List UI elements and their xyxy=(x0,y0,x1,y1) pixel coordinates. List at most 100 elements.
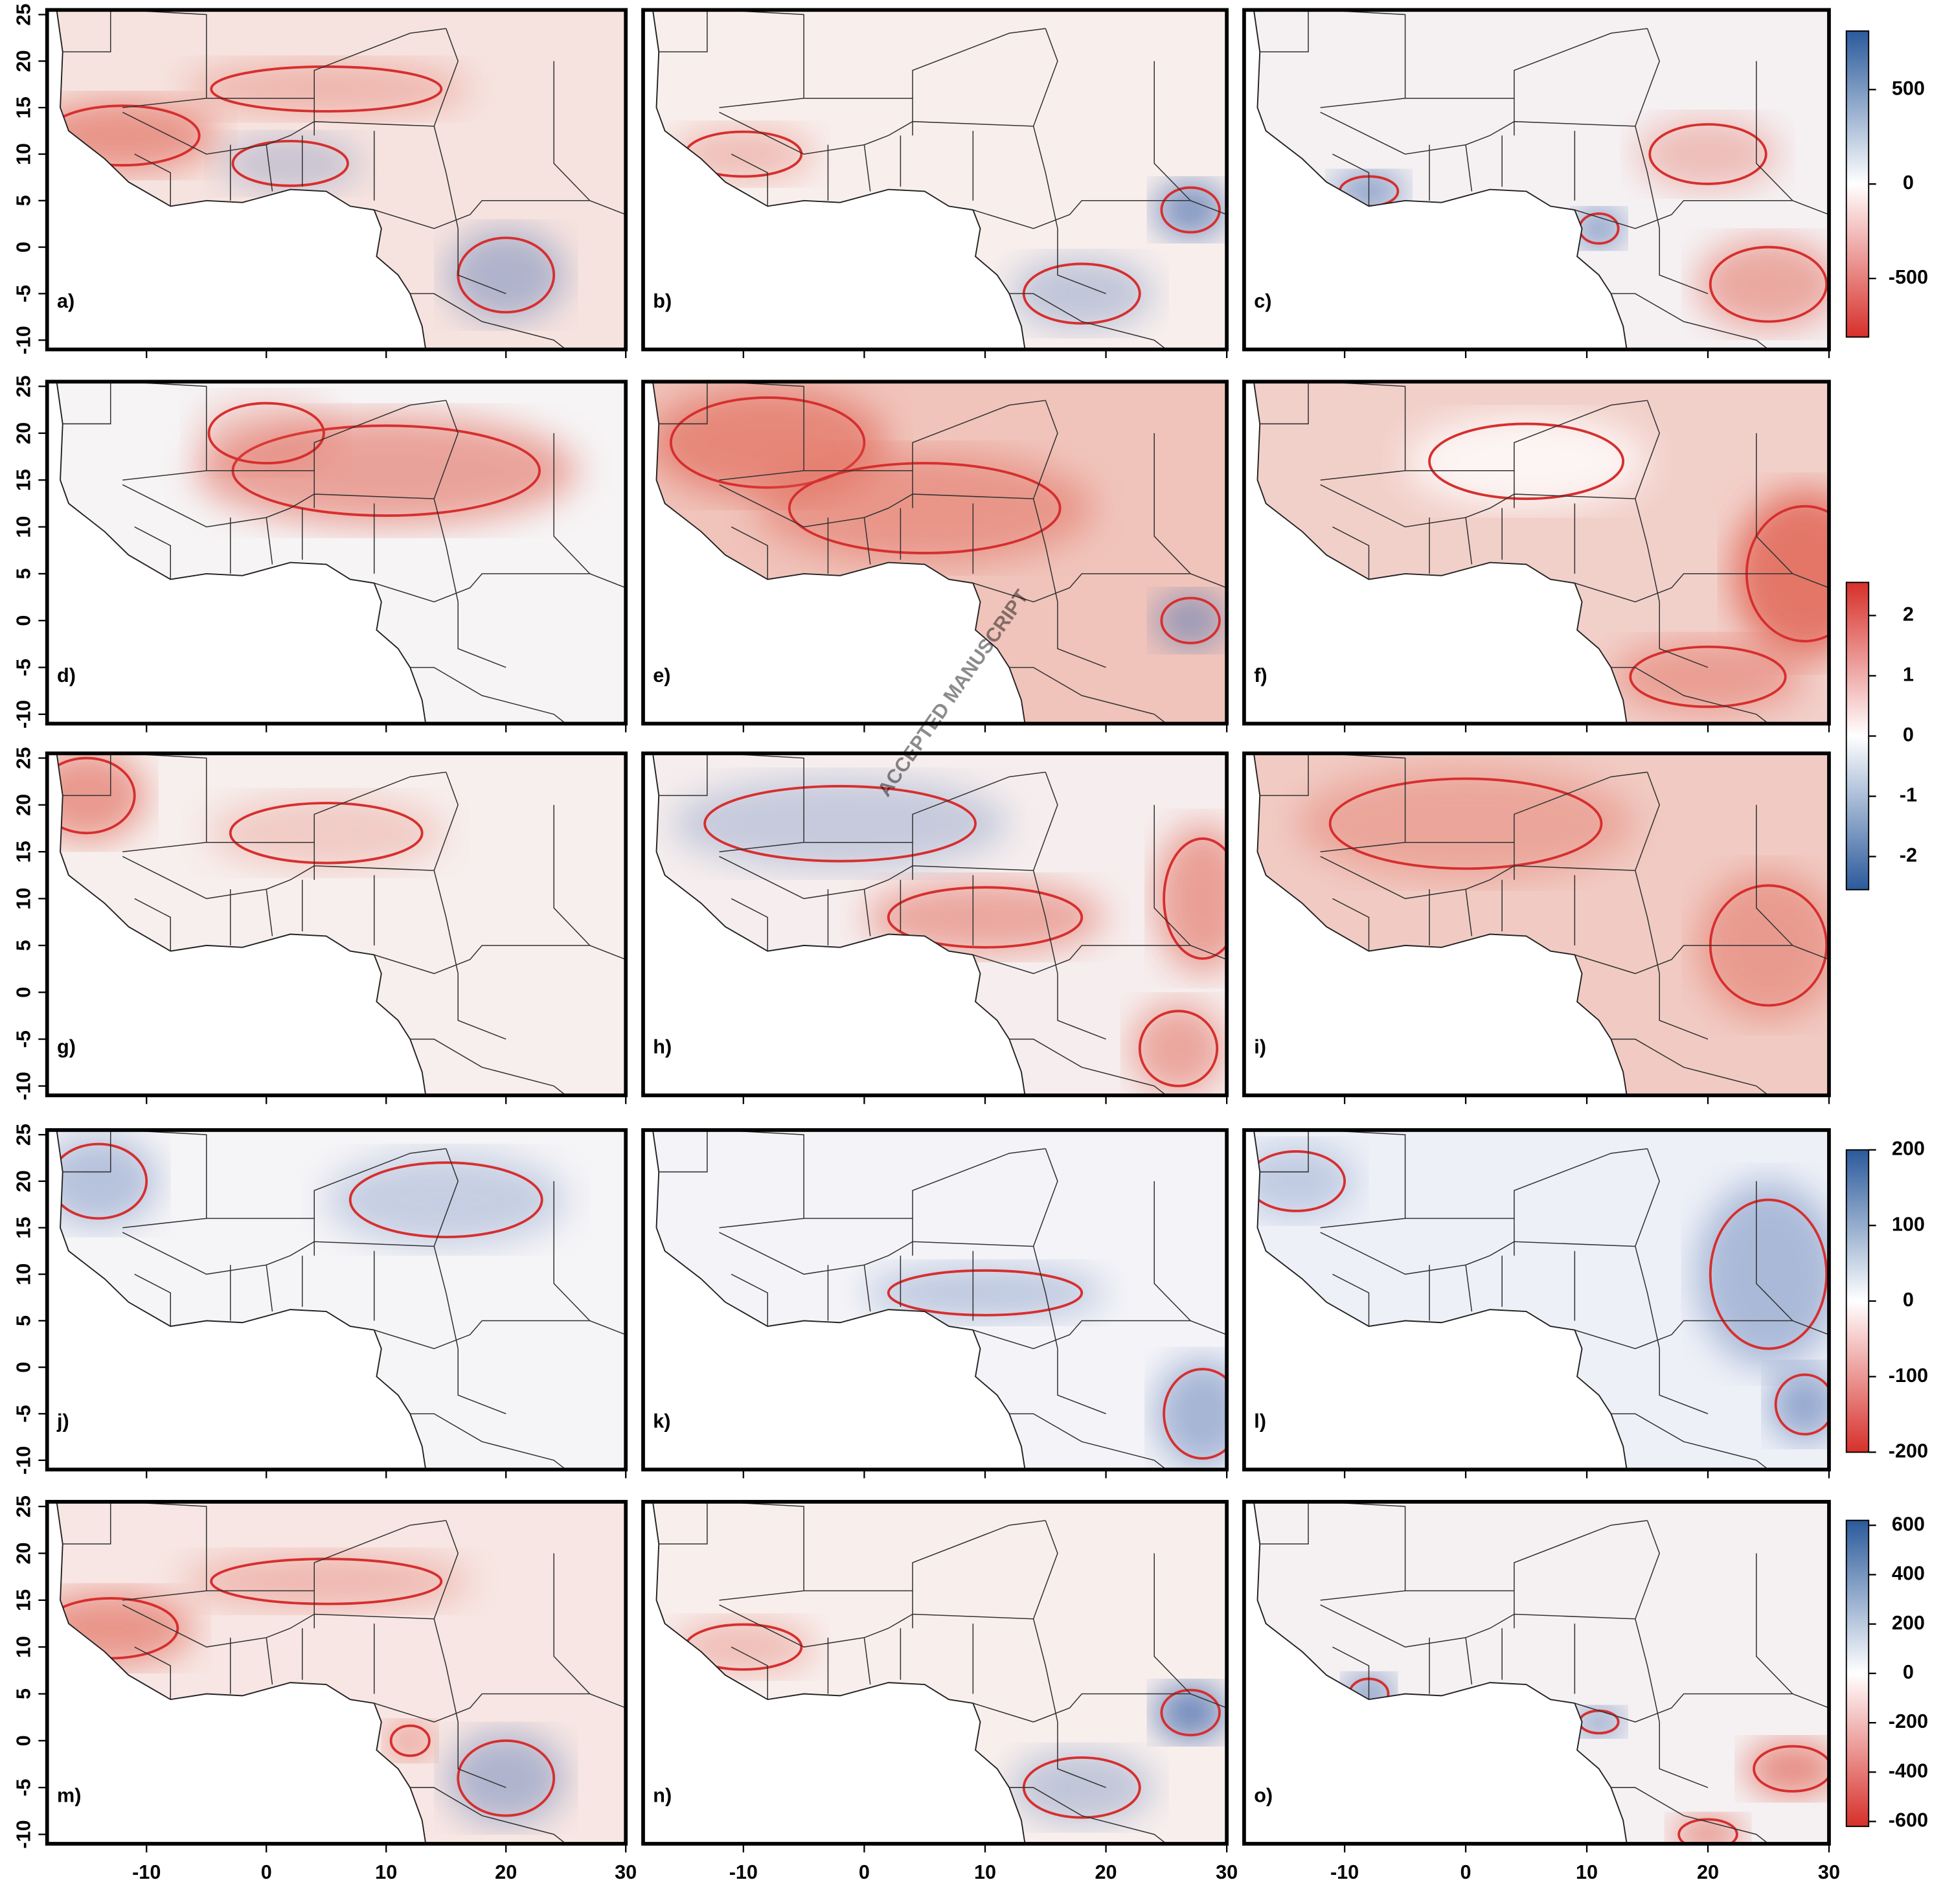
y-tick-label: 0 xyxy=(12,615,34,626)
country-border xyxy=(1659,602,1709,668)
panel-label: j) xyxy=(56,1411,69,1433)
significance-contour xyxy=(1160,1688,1221,1737)
map-panel: e) xyxy=(641,380,1229,732)
panel-label: n) xyxy=(653,1784,672,1806)
significance-contour xyxy=(1648,123,1767,185)
y-tick-label: 15 xyxy=(12,469,34,491)
country-border xyxy=(659,1129,708,1173)
anomaly-blob xyxy=(1744,1740,1829,1797)
y-tick-label: 20 xyxy=(12,794,34,816)
y-tick-label: 20 xyxy=(12,50,34,72)
country-border xyxy=(1009,1038,1167,1096)
significance-contour xyxy=(1160,186,1221,234)
country-border xyxy=(553,804,591,946)
y-tick-label: 15 xyxy=(12,96,34,119)
country-border xyxy=(410,666,567,724)
colorbar-tick-label: -500 xyxy=(1889,266,1928,288)
panel-label: l) xyxy=(1254,1411,1266,1433)
y-tick-label: 10 xyxy=(12,143,34,165)
colorbar-tick-label: -2 xyxy=(1900,844,1917,867)
y-tick-label: -10 xyxy=(12,1072,34,1100)
colorbar-tick-label: 2 xyxy=(1903,604,1914,626)
coastline xyxy=(56,381,626,725)
anomaly-blob xyxy=(1154,592,1227,649)
panel-label: m) xyxy=(57,1784,81,1806)
y-tick-label: 0 xyxy=(12,1362,34,1373)
country-border xyxy=(973,945,1227,975)
country-border xyxy=(1260,753,1309,797)
map-panel: j) -10 -5 0 5 10 15 20 25 xyxy=(12,1124,628,1479)
y-tick-label: 15 xyxy=(12,1589,34,1611)
map-panel: c) xyxy=(1242,8,1831,358)
colorbar-tick-label: 0 xyxy=(1903,1661,1914,1683)
colorbar-tick-label: 600 xyxy=(1892,1513,1925,1535)
country-border xyxy=(122,98,207,108)
anomaly-blob xyxy=(1009,1750,1155,1826)
coastline xyxy=(652,10,1227,350)
country-border xyxy=(1756,1553,1793,1695)
country-border xyxy=(1659,973,1709,1040)
country-border xyxy=(374,573,626,603)
panel-frame xyxy=(45,751,628,1098)
anomaly-blob xyxy=(755,451,1094,565)
significance-contour xyxy=(1753,1745,1829,1793)
significance-contour xyxy=(1138,1010,1219,1087)
country-border xyxy=(62,753,111,797)
significance-contour xyxy=(56,756,136,835)
country-border xyxy=(1009,1787,1167,1844)
y-tick-label: 20 xyxy=(12,1170,34,1192)
country-border xyxy=(62,10,111,52)
significance-contour xyxy=(887,1269,1084,1317)
colorbar: 500 0 -500 xyxy=(1845,30,1928,338)
country-border xyxy=(719,856,1034,900)
country-border xyxy=(374,945,626,975)
panel-label: c) xyxy=(1254,290,1271,312)
country-border xyxy=(122,856,435,900)
y-tick-label: 0 xyxy=(12,987,34,998)
x-tick-label: 0 xyxy=(1460,1861,1471,1883)
anomaly-blob xyxy=(1009,256,1155,331)
panel-label: g) xyxy=(57,1036,76,1058)
country-border xyxy=(1057,1721,1106,1788)
map-panel: o) -10 0 10 20 30 xyxy=(1242,1500,1840,1883)
significance-contour xyxy=(56,1142,148,1220)
x-tick-label: 0 xyxy=(261,1861,272,1883)
country-border xyxy=(266,517,273,565)
country-border xyxy=(1260,10,1309,52)
anomaly-field xyxy=(194,396,578,527)
y-tick-label: 5 xyxy=(12,1688,34,1699)
panel-frame xyxy=(1242,1128,1831,1472)
significance-contour xyxy=(1677,1818,1738,1844)
country-border xyxy=(62,381,111,425)
country-border xyxy=(1320,470,1405,481)
panel-frame xyxy=(641,1128,1229,1472)
country-border xyxy=(659,753,708,797)
country-border xyxy=(1756,1181,1793,1321)
y-tick-label: -5 xyxy=(12,659,34,676)
country-border xyxy=(1332,526,1370,580)
coastline xyxy=(1253,10,1829,350)
country-border xyxy=(553,61,591,201)
country-border xyxy=(1465,889,1473,936)
y-tick-label: 25 xyxy=(12,747,34,769)
y-tick-label: 20 xyxy=(12,1542,34,1564)
country-border xyxy=(973,200,1227,229)
panel-label: o) xyxy=(1254,1784,1273,1806)
country-border xyxy=(1057,1348,1106,1414)
significance-contour xyxy=(703,785,977,863)
colorbar-tick-label: 100 xyxy=(1892,1213,1925,1235)
colorbar-scale xyxy=(1845,1149,1870,1453)
coastline xyxy=(652,381,1227,725)
x-tick-label: 30 xyxy=(1216,1861,1238,1883)
anomaly-blob xyxy=(1696,238,1829,331)
colorbar-scale xyxy=(1845,30,1870,338)
significance-contour xyxy=(1428,422,1625,501)
colorbar: 600 400 200 0 -200 -400 -600 xyxy=(1845,1513,1928,1831)
x-tick-label: -10 xyxy=(132,1861,161,1883)
country-border xyxy=(1756,804,1793,946)
anomaly-blob xyxy=(194,396,339,471)
panel-frame xyxy=(1242,1500,1831,1846)
y-tick-label: -5 xyxy=(12,285,34,302)
map-panel: a) -10 -5 0 5 10 15 20 25 xyxy=(12,3,628,358)
y-tick-label: 5 xyxy=(12,1315,34,1326)
